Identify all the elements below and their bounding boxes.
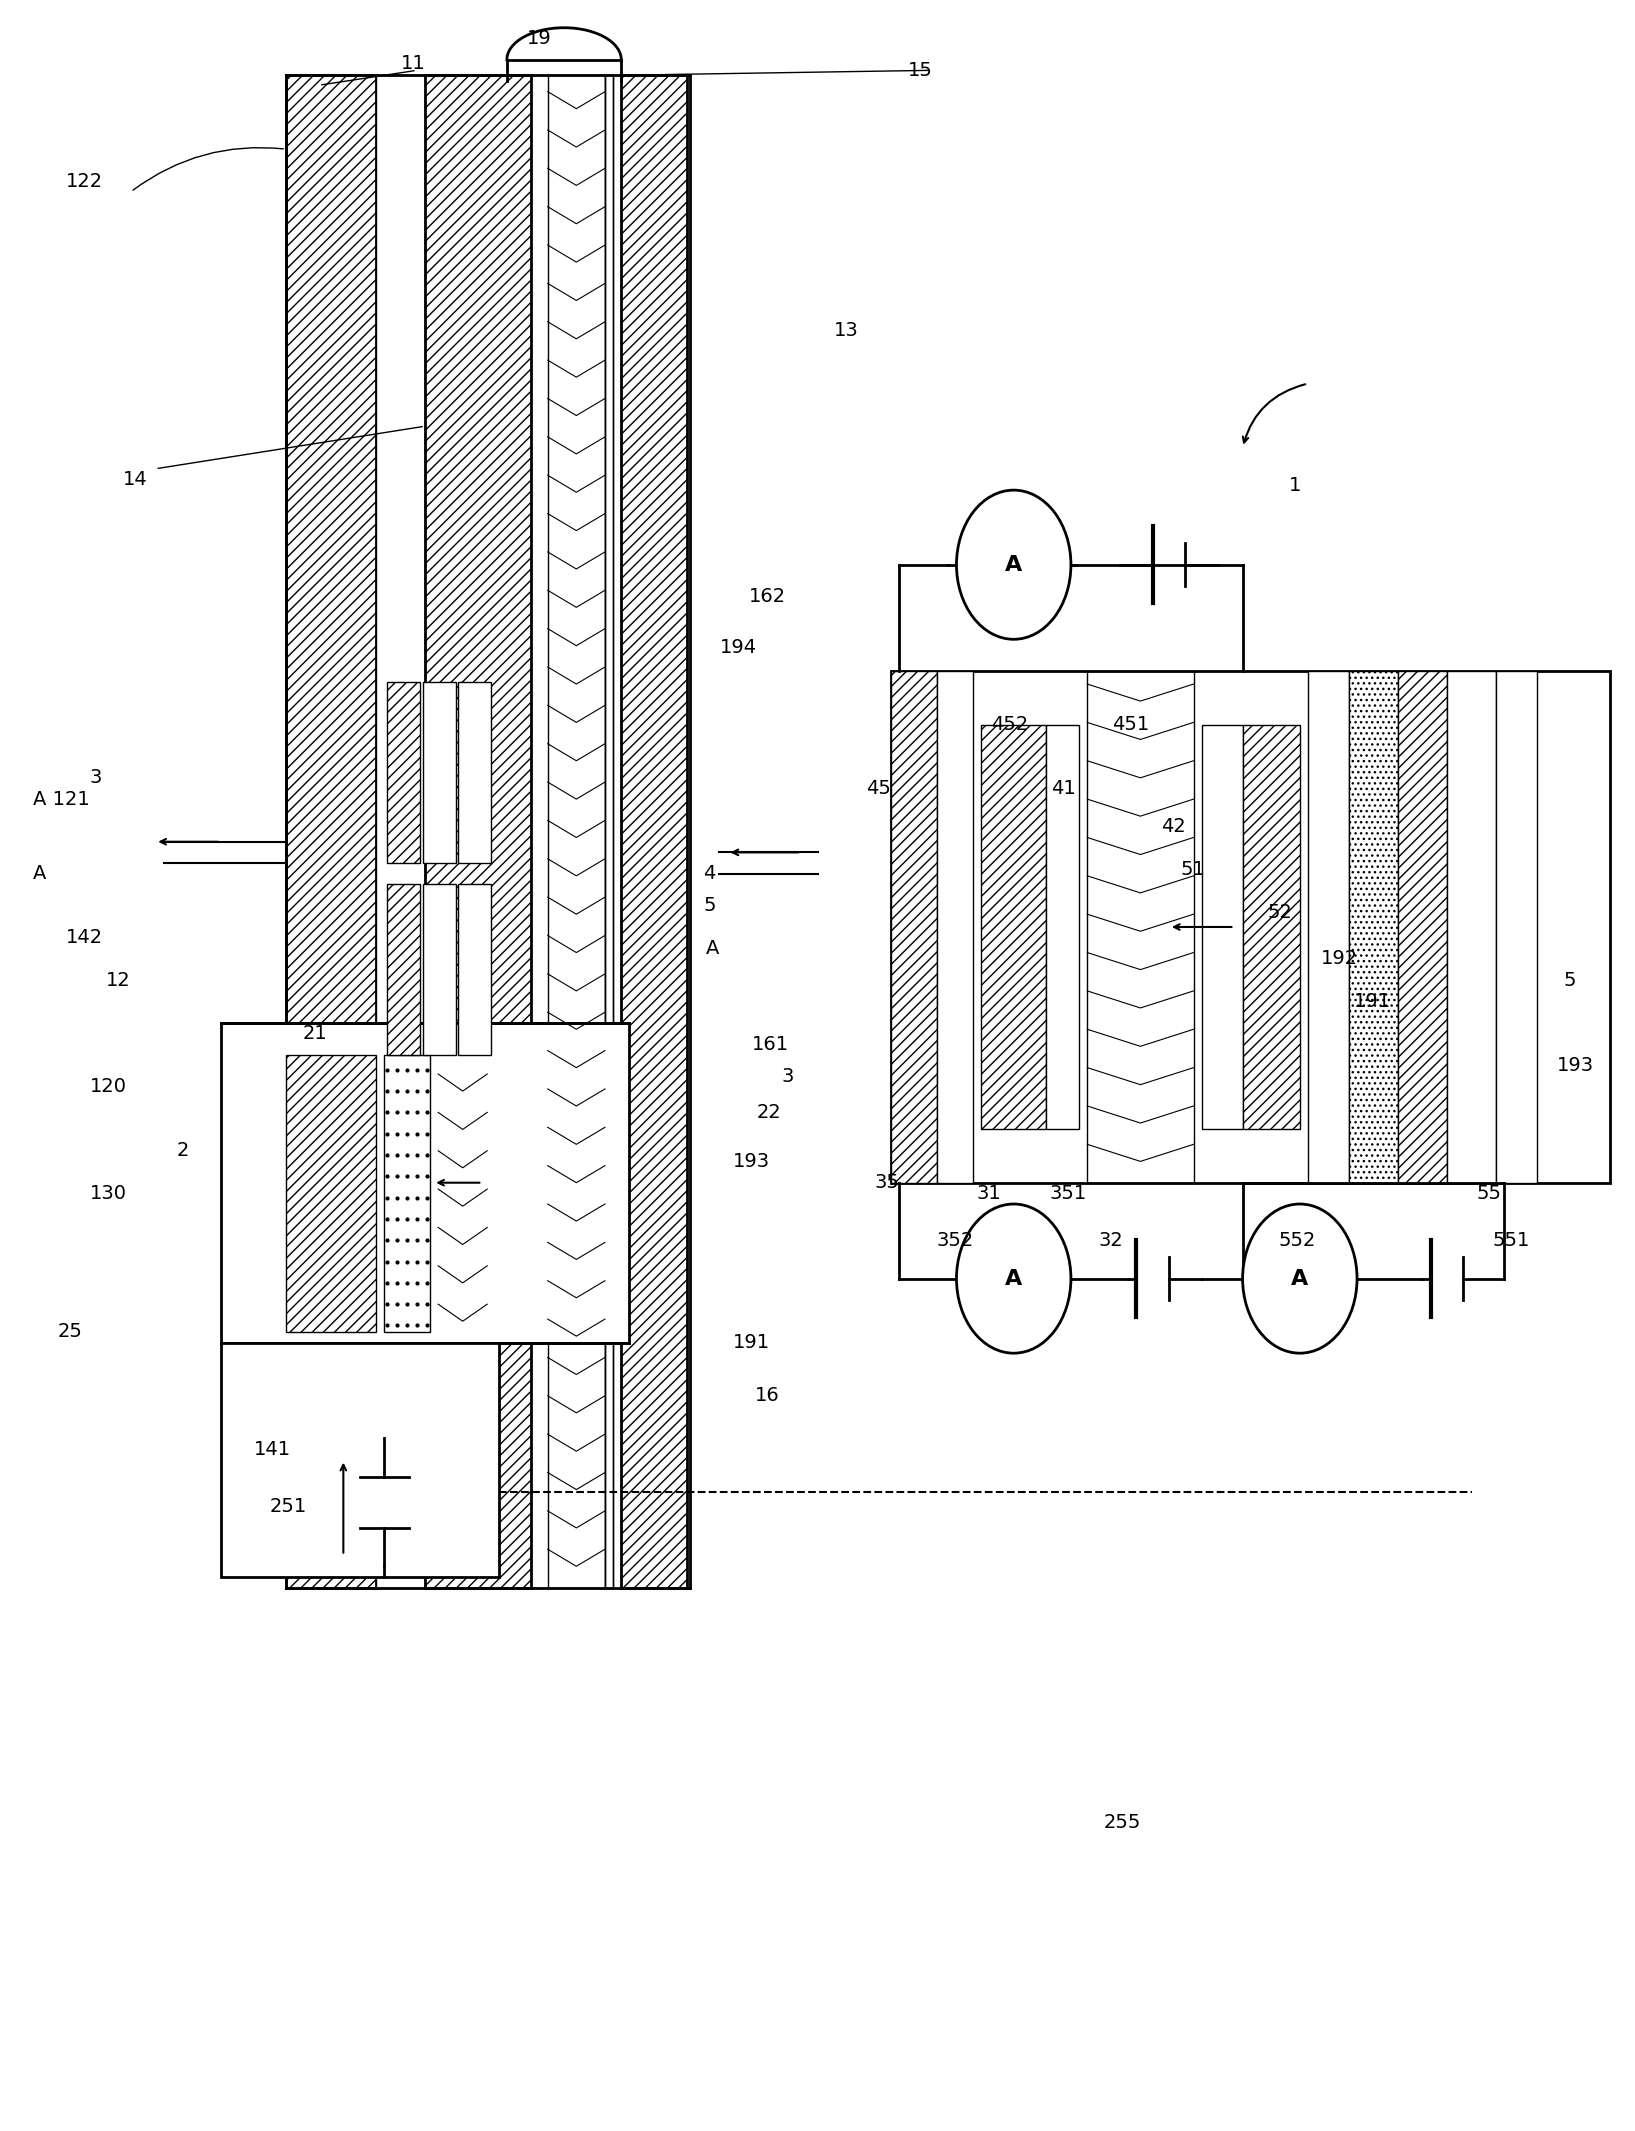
FancyBboxPatch shape (1447, 671, 1496, 1183)
Text: 14: 14 (123, 471, 147, 488)
Text: 452: 452 (991, 716, 1028, 733)
Circle shape (1243, 1204, 1357, 1353)
FancyBboxPatch shape (1243, 725, 1300, 1129)
Text: 25: 25 (57, 1323, 82, 1340)
FancyBboxPatch shape (425, 75, 531, 1588)
Text: 122: 122 (65, 173, 103, 190)
Text: 45: 45 (867, 780, 891, 797)
Text: 5: 5 (1563, 972, 1576, 989)
FancyBboxPatch shape (387, 682, 420, 863)
Text: 130: 130 (90, 1185, 128, 1202)
Text: A: A (1292, 1268, 1308, 1289)
Text: 32: 32 (1099, 1232, 1123, 1249)
Text: 52: 52 (1267, 904, 1292, 921)
FancyBboxPatch shape (1046, 725, 1079, 1129)
Text: 192: 192 (1321, 950, 1359, 967)
FancyBboxPatch shape (937, 671, 973, 1183)
Text: 4: 4 (703, 865, 716, 882)
FancyBboxPatch shape (621, 75, 687, 1588)
Text: 3: 3 (782, 1068, 795, 1085)
Text: 41: 41 (1051, 780, 1076, 797)
FancyBboxPatch shape (376, 75, 425, 1588)
FancyBboxPatch shape (891, 671, 1610, 1183)
FancyBboxPatch shape (1398, 671, 1447, 1183)
FancyBboxPatch shape (981, 725, 1046, 1129)
Text: 3: 3 (90, 769, 103, 786)
Text: 552: 552 (1279, 1232, 1316, 1249)
Text: 13: 13 (834, 322, 858, 339)
Text: 12: 12 (106, 972, 131, 989)
Text: 191: 191 (732, 1334, 770, 1351)
Text: A: A (33, 865, 46, 882)
Circle shape (956, 490, 1071, 639)
Text: 162: 162 (749, 588, 786, 605)
FancyBboxPatch shape (423, 884, 456, 1055)
FancyBboxPatch shape (1496, 671, 1537, 1183)
Text: 5: 5 (703, 897, 716, 914)
Text: 142: 142 (65, 929, 103, 946)
FancyBboxPatch shape (286, 1055, 376, 1332)
Text: 194: 194 (719, 639, 757, 656)
Text: 193: 193 (732, 1153, 770, 1170)
Text: 19: 19 (526, 30, 553, 47)
Text: 120: 120 (90, 1078, 128, 1095)
Text: 191: 191 (1354, 993, 1391, 1010)
Text: 15: 15 (907, 62, 932, 79)
FancyBboxPatch shape (548, 75, 605, 1588)
Text: 31: 31 (976, 1185, 1001, 1202)
Text: A 121: A 121 (33, 791, 90, 808)
FancyBboxPatch shape (1349, 671, 1398, 1183)
Text: 16: 16 (755, 1387, 780, 1404)
Text: 551: 551 (1493, 1232, 1530, 1249)
Text: A: A (1006, 1268, 1022, 1289)
Circle shape (956, 1204, 1071, 1353)
Text: 11: 11 (401, 55, 425, 72)
Text: A: A (1006, 554, 1022, 575)
Text: 22: 22 (757, 1104, 782, 1121)
Text: A: A (706, 940, 719, 957)
FancyBboxPatch shape (458, 884, 490, 1055)
FancyBboxPatch shape (387, 884, 420, 1055)
Text: 51: 51 (1180, 861, 1205, 878)
Text: 251: 251 (270, 1498, 307, 1515)
Text: 161: 161 (752, 1036, 790, 1053)
Text: 352: 352 (937, 1232, 974, 1249)
Text: 21: 21 (302, 1025, 327, 1042)
Text: 351: 351 (1050, 1185, 1087, 1202)
FancyBboxPatch shape (1308, 671, 1349, 1183)
Text: 55: 55 (1476, 1185, 1501, 1202)
FancyBboxPatch shape (891, 671, 937, 1183)
FancyBboxPatch shape (221, 1343, 499, 1577)
Text: 193: 193 (1557, 1057, 1594, 1074)
FancyBboxPatch shape (1202, 725, 1243, 1129)
Text: 35: 35 (875, 1174, 899, 1191)
Text: 451: 451 (1112, 716, 1149, 733)
Text: 42: 42 (1161, 818, 1185, 835)
FancyBboxPatch shape (605, 75, 613, 1588)
FancyBboxPatch shape (221, 1023, 629, 1343)
Text: 2: 2 (177, 1142, 190, 1159)
FancyBboxPatch shape (458, 682, 490, 863)
FancyBboxPatch shape (384, 1055, 430, 1332)
Text: 141: 141 (253, 1441, 291, 1458)
FancyBboxPatch shape (423, 682, 456, 863)
Text: 1: 1 (1288, 477, 1301, 494)
Text: 255: 255 (1104, 1813, 1141, 1831)
FancyBboxPatch shape (286, 75, 376, 1588)
